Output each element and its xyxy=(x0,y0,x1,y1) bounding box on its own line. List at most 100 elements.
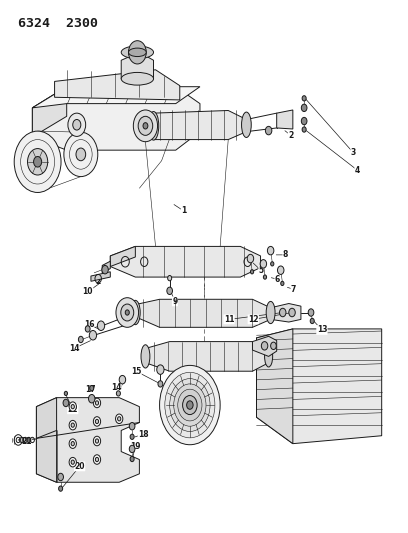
Ellipse shape xyxy=(131,300,140,325)
Text: 6324  2300: 6324 2300 xyxy=(18,17,98,30)
Circle shape xyxy=(178,389,202,421)
Circle shape xyxy=(302,117,307,125)
Circle shape xyxy=(59,486,63,491)
Circle shape xyxy=(69,421,76,430)
Text: 11: 11 xyxy=(224,315,234,324)
Text: 19: 19 xyxy=(130,442,141,451)
Circle shape xyxy=(170,378,210,432)
Polygon shape xyxy=(277,110,293,129)
Circle shape xyxy=(265,126,272,135)
Ellipse shape xyxy=(121,72,153,85)
Polygon shape xyxy=(110,246,135,266)
Circle shape xyxy=(93,417,101,426)
Circle shape xyxy=(130,434,134,439)
Circle shape xyxy=(116,391,120,396)
Polygon shape xyxy=(121,52,153,79)
Circle shape xyxy=(95,457,99,462)
Circle shape xyxy=(95,439,99,443)
Circle shape xyxy=(71,405,74,409)
Text: 8: 8 xyxy=(283,251,288,260)
Text: 1: 1 xyxy=(181,206,186,215)
Circle shape xyxy=(93,455,101,464)
Circle shape xyxy=(69,439,76,448)
Text: 12: 12 xyxy=(248,315,259,324)
Circle shape xyxy=(71,423,74,427)
Text: 2: 2 xyxy=(95,277,101,286)
Polygon shape xyxy=(32,87,200,150)
Circle shape xyxy=(69,457,76,467)
Text: 3: 3 xyxy=(351,148,356,157)
Text: 22: 22 xyxy=(67,405,78,414)
Polygon shape xyxy=(36,398,57,482)
Text: 17: 17 xyxy=(85,385,95,394)
Circle shape xyxy=(277,266,284,274)
Circle shape xyxy=(121,304,134,321)
Circle shape xyxy=(119,375,126,384)
Polygon shape xyxy=(271,303,301,322)
Circle shape xyxy=(73,119,81,130)
Circle shape xyxy=(93,398,101,408)
Polygon shape xyxy=(145,342,268,371)
Circle shape xyxy=(71,460,74,464)
Circle shape xyxy=(68,113,86,136)
Circle shape xyxy=(165,372,215,438)
Text: 14: 14 xyxy=(111,383,121,392)
Circle shape xyxy=(308,309,314,316)
Text: 6: 6 xyxy=(275,274,280,284)
Circle shape xyxy=(262,342,268,350)
Circle shape xyxy=(158,381,163,387)
Ellipse shape xyxy=(141,345,150,368)
Text: 9: 9 xyxy=(172,297,177,306)
Circle shape xyxy=(69,402,76,411)
Text: 15: 15 xyxy=(131,367,141,376)
Circle shape xyxy=(247,254,254,263)
Circle shape xyxy=(89,394,95,403)
Circle shape xyxy=(263,275,266,279)
Polygon shape xyxy=(102,261,110,273)
Polygon shape xyxy=(32,87,200,108)
Polygon shape xyxy=(153,110,246,140)
Ellipse shape xyxy=(121,46,153,59)
Text: 18: 18 xyxy=(138,430,149,439)
Circle shape xyxy=(267,246,274,255)
Circle shape xyxy=(85,326,90,332)
Ellipse shape xyxy=(148,111,159,140)
Circle shape xyxy=(116,298,139,327)
Polygon shape xyxy=(257,329,293,443)
Circle shape xyxy=(260,260,266,268)
Text: 20: 20 xyxy=(74,462,85,471)
Polygon shape xyxy=(135,300,271,327)
Text: 10: 10 xyxy=(82,287,93,296)
Circle shape xyxy=(130,456,134,462)
Circle shape xyxy=(95,419,99,424)
Circle shape xyxy=(138,116,153,135)
Circle shape xyxy=(71,441,74,446)
Text: 7: 7 xyxy=(291,285,296,294)
Circle shape xyxy=(279,308,286,317)
Circle shape xyxy=(14,131,61,192)
Circle shape xyxy=(64,132,98,176)
Text: 14: 14 xyxy=(69,344,79,353)
Text: 2: 2 xyxy=(288,131,293,140)
Ellipse shape xyxy=(242,112,251,138)
Ellipse shape xyxy=(266,301,275,324)
Circle shape xyxy=(157,365,164,374)
Circle shape xyxy=(125,310,129,315)
Ellipse shape xyxy=(264,346,273,367)
Circle shape xyxy=(58,473,64,481)
Circle shape xyxy=(129,423,135,430)
Polygon shape xyxy=(253,336,277,357)
Circle shape xyxy=(302,104,307,111)
Circle shape xyxy=(90,385,94,391)
Circle shape xyxy=(133,110,157,142)
Circle shape xyxy=(271,262,274,266)
Circle shape xyxy=(271,342,276,350)
Circle shape xyxy=(251,270,254,274)
Circle shape xyxy=(129,41,146,64)
Circle shape xyxy=(98,321,105,330)
Circle shape xyxy=(78,336,83,343)
Circle shape xyxy=(64,391,67,395)
Circle shape xyxy=(115,414,123,424)
Circle shape xyxy=(183,395,197,415)
Circle shape xyxy=(33,157,42,167)
